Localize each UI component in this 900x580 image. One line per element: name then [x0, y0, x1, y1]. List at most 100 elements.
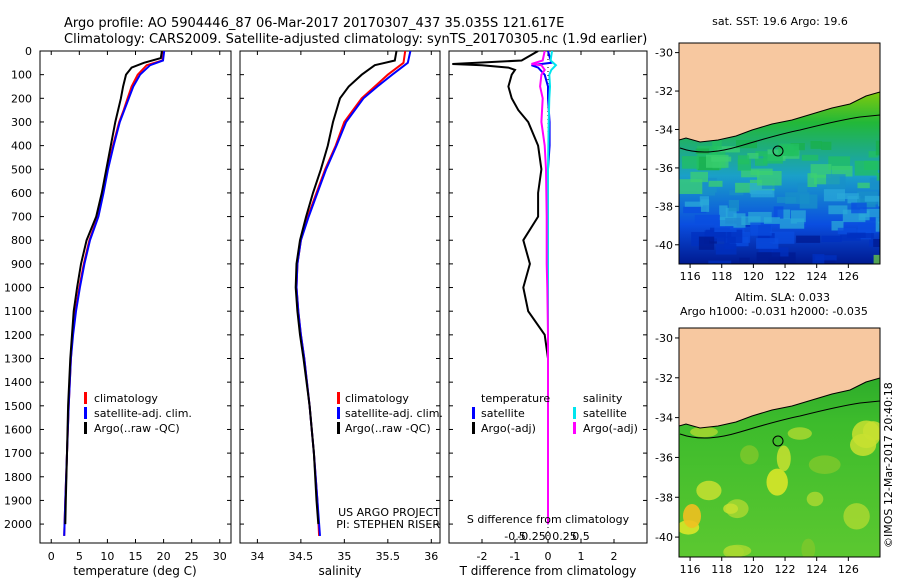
sst-texture [864, 160, 880, 170]
sst-texture [876, 172, 880, 181]
sst-texture [826, 174, 846, 189]
legend-label-satellite: satellite-adj. clim. [345, 407, 443, 420]
map-y-tick-label: -36 [655, 162, 673, 175]
sst-texture [727, 229, 743, 243]
sst-texture [700, 190, 716, 196]
depth-tick-label: 1900 [4, 494, 32, 507]
x-tick-label: 15 [129, 550, 143, 563]
depth-tick-label: 1000 [4, 282, 32, 295]
map-y-tick-label: -38 [655, 491, 673, 504]
sla-map-subtitle: Argo h1000: -0.031 h2000: -0.035 [680, 305, 868, 318]
sst-texture [858, 223, 880, 233]
sla-texture [776, 445, 791, 472]
sst-texture [684, 201, 703, 207]
x-tick-label: 0 [545, 550, 552, 563]
map-y-tick-label: -36 [655, 451, 673, 464]
sst-texture [755, 151, 768, 157]
sst-texture [831, 221, 844, 231]
temperature-xlabel: temperature (deg C) [73, 564, 196, 578]
sst-texture [699, 196, 709, 206]
legend-swatch-s-argo [573, 422, 576, 434]
sst-texture [779, 252, 796, 264]
sst-texture [773, 206, 784, 219]
depth-tick-label: 1600 [4, 423, 32, 436]
difference-series [452, 51, 558, 525]
depth-tick-label: 100 [11, 69, 32, 82]
sla-texture [808, 455, 841, 475]
sst-texture [821, 235, 842, 242]
depth-tick-label: 1100 [4, 305, 32, 318]
sst-texture [807, 173, 817, 187]
map-y-tick-label: -30 [655, 47, 673, 60]
legend-title-temperature: temperature [481, 392, 550, 405]
x-tick-label: -2 [477, 550, 488, 563]
s-tick-label: -0.5 [504, 530, 525, 543]
sst-texture [690, 171, 708, 183]
sst-texture [860, 208, 880, 218]
sst-texture [705, 229, 732, 238]
map-x-tick-label: 126 [838, 270, 859, 283]
sst-texture [840, 234, 861, 241]
sst-texture [873, 239, 880, 247]
sst-texture [777, 209, 790, 219]
map-x-tick-label: 124 [806, 563, 827, 576]
series-line-climatology [295, 51, 407, 536]
series-line-argo-raw-qc- [64, 51, 163, 525]
x-tick-label: 0 [48, 550, 55, 563]
sst-texture [725, 207, 737, 221]
legend-swatch-satellite [84, 407, 87, 419]
sla-map-frame [678, 327, 881, 558]
s-difference-label: S difference from climatology [467, 513, 630, 526]
x-tick-label: 25 [185, 550, 199, 563]
argo-position-marker [772, 145, 784, 157]
series-line-t-argo-adj- [452, 51, 549, 525]
map-x-tick-label: 116 [680, 270, 701, 283]
sst-texture [755, 158, 768, 166]
sla-isobath [679, 400, 880, 439]
salinity-legend: climatology satellite-adj. clim. Argo(..… [337, 392, 443, 435]
sst-texture [878, 221, 880, 229]
sst-texture [837, 227, 857, 235]
x-tick-label: 10 [100, 550, 114, 563]
sla-map-axes: 116 118 120 122 124 126 -30 -32 -34 -36 -38 -40 [655, 332, 859, 576]
sst-texture [750, 221, 772, 236]
sst-texture [851, 202, 867, 214]
pi-annotation: PI: STEPHEN RISER [336, 518, 440, 531]
x-tick-label: 30 [213, 550, 227, 563]
series-line-s-argo-adj- [531, 51, 549, 525]
temperature-plot-frame [39, 50, 232, 544]
sst-texture [801, 154, 819, 161]
depth-tick-label: 800 [11, 234, 32, 247]
land-australia [679, 43, 880, 143]
sst-texture [739, 257, 750, 264]
project-annotation: US ARGO PROJECT [338, 506, 440, 519]
s-tick-label: 0.25 [552, 530, 577, 543]
depth-tick-label: 2000 [4, 518, 32, 531]
map-x-tick-label: 116 [680, 563, 701, 576]
depth-tick-label: 900 [11, 258, 32, 271]
temperature-axis: 0 5 10 15 20 25 30 [48, 51, 227, 563]
sst-texture [821, 259, 836, 264]
sst-texture [757, 171, 782, 186]
sst-texture [741, 170, 760, 178]
sst-texture [756, 238, 779, 249]
header-line-1: Argo profile: AO 5904446_87 06-Mar-2017 … [64, 16, 564, 31]
depth-tick-label: 1200 [4, 329, 32, 342]
sst-map-axes: 116 118 120 122 124 126 -30 -32 -34 -36 -38 -40 [655, 47, 859, 283]
x-tick-label: 1 [578, 550, 585, 563]
map-x-tick-label: 122 [775, 270, 796, 283]
sst-patches [679, 140, 880, 264]
depth-tick-label: 1400 [4, 376, 32, 389]
map-x-tick-label: 126 [838, 563, 859, 576]
legend-swatch-t-argo [472, 422, 475, 434]
map-x-tick-label: 120 [743, 270, 764, 283]
depth-tick-label: 1700 [4, 447, 32, 460]
map-y-tick-label: -32 [655, 372, 673, 385]
x-tick-label: 34 [250, 550, 264, 563]
map-y-tick-label: -38 [655, 200, 673, 213]
legend-title-salinity: salinity [583, 392, 623, 405]
difference-legend: temperature salinity satellite Argo(-adj… [472, 392, 638, 435]
sst-texture [708, 180, 723, 187]
sla-texture [740, 445, 759, 465]
